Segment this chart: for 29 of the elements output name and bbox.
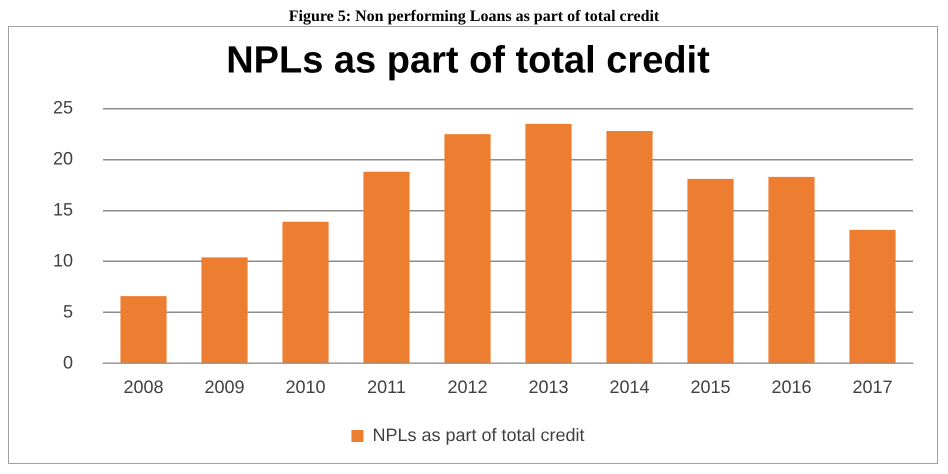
bar: [444, 134, 491, 363]
x-tick-label: 2013: [528, 377, 569, 398]
x-tick-label: 2017: [852, 377, 893, 398]
bar: [768, 176, 815, 363]
x-tick-label: 2014: [609, 377, 650, 398]
caption: Figure 5: Non performing Loans as part of total credit: [288, 8, 660, 26]
x-tick-label: 2012: [447, 377, 488, 398]
bar: [525, 124, 572, 363]
y-tick-label: 20: [52, 148, 74, 169]
x-tick-label: 2010: [285, 377, 326, 398]
x-tick-label: 2011: [367, 377, 406, 398]
bar: [282, 222, 329, 363]
y-tick-label: 5: [63, 301, 74, 322]
bar: [363, 172, 410, 363]
bar: [606, 131, 653, 363]
y-tick-label: 25: [52, 98, 74, 118]
bar: [849, 230, 896, 363]
x-tick-label: 2008: [123, 377, 164, 398]
x-tick-label: 2009: [204, 377, 245, 398]
bar: [687, 178, 734, 363]
y-tick-label: 10: [52, 250, 74, 270]
y-tick-label: 0: [63, 352, 74, 372]
y-tick-label: 15: [52, 199, 74, 220]
legend-label: NPLs as part of total credit: [372, 424, 585, 445]
bar: [120, 296, 167, 363]
x-tick-label: 2016: [771, 377, 812, 398]
bar: [201, 257, 248, 363]
chart-title: NPLs as part of total credit: [226, 39, 710, 82]
x-tick-label: 2015: [690, 377, 731, 398]
